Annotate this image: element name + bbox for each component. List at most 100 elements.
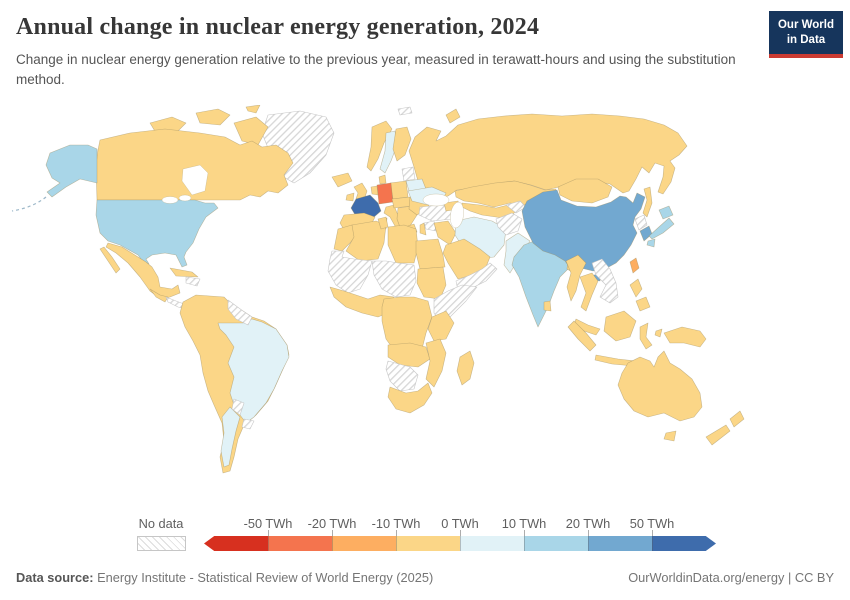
country-denmark[interactable] [378, 174, 387, 185]
country-south-africa[interactable] [387, 382, 433, 414]
country-alaska-united-states[interactable] [45, 144, 98, 198]
world-map-svg [11, 105, 745, 474]
country-baffin-island[interactable] [233, 116, 269, 146]
caspian-sea [450, 201, 464, 229]
legend-color-bar [204, 536, 716, 551]
hudson-bay [181, 164, 209, 196]
country-guyanas[interactable] [227, 299, 253, 326]
country-canadian-arctic-island[interactable] [195, 108, 231, 126]
legend-tick-label: -20 TWh [307, 516, 357, 531]
world-choropleth-map [0, 105, 850, 505]
country-brazil[interactable] [217, 318, 290, 424]
country-namibia-botswana[interactable] [385, 360, 419, 392]
country-sumatra[interactable] [567, 320, 597, 352]
legend-tick-mark [268, 530, 269, 536]
country-kenya-tanzania[interactable] [427, 310, 455, 342]
country-niger-chad[interactable] [371, 260, 417, 298]
country-finland[interactable] [392, 126, 412, 162]
aleutian-islands [11, 196, 47, 212]
country-madagascar[interactable] [456, 350, 475, 386]
country-philippines-mindanao[interactable] [635, 296, 651, 312]
country-germany[interactable] [376, 182, 394, 205]
legend-tick-label: -50 TWh [243, 516, 293, 531]
owid-logo-line1: Our World [777, 19, 834, 31]
country-japan-hokkaido[interactable] [658, 205, 674, 220]
country-sudan[interactable] [416, 266, 447, 300]
country-sakhalin[interactable] [642, 186, 653, 218]
country-japan-kyushu[interactable] [646, 238, 656, 248]
black-sea [422, 193, 450, 207]
country-canadian-arctic-island[interactable] [245, 105, 261, 114]
legend-tick-label: 50 TWh [629, 516, 675, 531]
country-mongolia[interactable] [557, 178, 613, 204]
legend-no-data-swatch[interactable] [137, 536, 186, 551]
country-paraguay[interactable] [231, 398, 245, 416]
legend-color-segment[interactable] [460, 536, 524, 551]
country-levant[interactable] [419, 222, 427, 236]
country-vietnam-laos-cambodia[interactable] [591, 258, 619, 304]
legend-tick-mark [332, 530, 333, 536]
country-afghanistan[interactable] [495, 212, 523, 236]
country-syria[interactable] [423, 220, 437, 232]
country-thailand[interactable] [579, 272, 599, 312]
legend-color-segment[interactable] [204, 536, 268, 551]
country-tasmania[interactable] [663, 430, 677, 442]
legend-tick-label: 20 TWh [565, 516, 611, 531]
country-philippines-luzon[interactable] [629, 278, 643, 298]
footer-data-source: Data source: Energy Institute - Statisti… [16, 570, 433, 585]
legend-color-segment[interactable] [652, 536, 716, 551]
country-iraq[interactable] [433, 220, 457, 246]
owid-logo[interactable]: Our World in Data [769, 11, 843, 58]
country-cuba[interactable] [169, 267, 199, 278]
great-lake [178, 194, 192, 202]
country-new-guinea[interactable] [663, 326, 707, 348]
legend-color-segment[interactable] [588, 536, 652, 551]
page-title: Annual change in nuclear energy generati… [16, 14, 540, 40]
legend-tick-mark [396, 530, 397, 536]
legend-no-data-label: No data [138, 516, 184, 531]
country-ireland[interactable] [345, 192, 355, 202]
country-north-korea[interactable] [634, 214, 648, 231]
country-new-zealand-south[interactable] [705, 424, 731, 446]
legend-color-segment[interactable] [268, 536, 332, 551]
country-mexico-baja[interactable] [99, 246, 121, 274]
country-united-states[interactable] [95, 199, 219, 268]
country-svalbard[interactable] [397, 106, 413, 116]
country-mozambique-zimbabwe[interactable] [425, 338, 447, 388]
legend-tick-label: 10 TWh [501, 516, 547, 531]
legend-tick-label: -10 TWh [371, 516, 421, 531]
country-myanmar[interactable] [565, 254, 587, 302]
legend-color-segment[interactable] [396, 536, 460, 551]
country-angola-zambia[interactable] [387, 342, 431, 368]
country-mexico[interactable] [105, 242, 181, 300]
country-moluccas[interactable] [654, 328, 663, 338]
country-china[interactable] [521, 189, 646, 272]
legend-color-segment[interactable] [332, 536, 396, 551]
country-benelux[interactable] [370, 185, 379, 196]
country-libya[interactable] [387, 224, 419, 264]
country-iceland[interactable] [331, 172, 353, 188]
legend-tick-mark [652, 530, 653, 536]
country-sri-lanka[interactable] [543, 300, 552, 312]
country-baltic-states[interactable] [401, 166, 416, 182]
country-egypt[interactable] [415, 238, 446, 270]
country-uruguay[interactable] [241, 418, 255, 430]
country-taiwan[interactable] [629, 257, 640, 274]
country-russia[interactable] [408, 113, 688, 199]
footer-link[interactable]: OurWorldinData.org/energy | CC BY [628, 570, 834, 585]
country-novaya-zemlya[interactable] [445, 108, 461, 124]
page-subtitle: Change in nuclear energy generation rela… [16, 52, 736, 88]
footer-data-source-text: Energy Institute - Statistical Review of… [93, 570, 434, 585]
country-borneo[interactable] [603, 310, 637, 342]
country-west-sahara-mali[interactable] [327, 250, 373, 294]
footer-data-source-label: Data source: [16, 570, 94, 585]
country-new-zealand-north[interactable] [729, 410, 745, 428]
country-argentina[interactable] [220, 406, 241, 468]
country-hispaniola[interactable] [185, 276, 201, 287]
country-central-america[interactable] [149, 288, 169, 303]
country-sulawesi[interactable] [639, 322, 653, 350]
country-japan-honshu[interactable] [648, 217, 675, 240]
legend-color-segment[interactable] [524, 536, 588, 551]
country-australia[interactable] [617, 350, 703, 422]
